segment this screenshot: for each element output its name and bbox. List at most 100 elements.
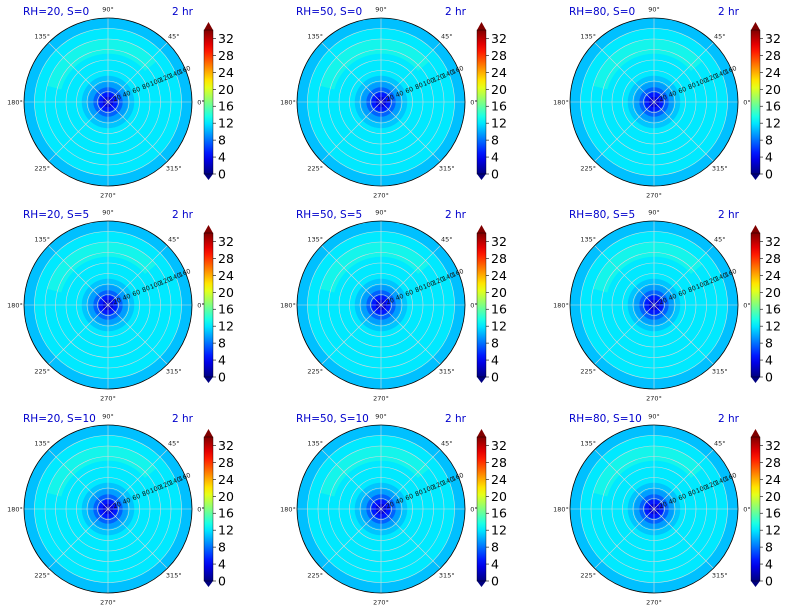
polar-panel: 0°45°90°135°180°225°270°315°20 40 60 801001…: [7, 413, 205, 607]
colorbar-tick-label: 8: [765, 133, 773, 148]
colorbar-tick-label: 24: [491, 65, 507, 80]
colorbar-tick-label: 20: [218, 82, 234, 97]
colorbar-tick-label: 4: [491, 557, 499, 572]
colorbar-tick-label: 32: [218, 31, 234, 46]
grid-spoke: [321, 449, 382, 510]
colorbar-tick-label: 32: [218, 438, 234, 453]
grid-spoke: [321, 508, 382, 569]
angle-tick-label: 45°: [168, 33, 180, 41]
colorbar-tick-label: 0: [491, 370, 499, 385]
colorbar-extend-max: [204, 225, 213, 233]
angle-tick-label: 315°: [439, 367, 455, 375]
angle-tick-label: 180°: [280, 302, 296, 310]
angle-tick-label: 270°: [373, 599, 389, 607]
colorbar-extend-max: [751, 429, 760, 437]
radial-tick-label: 100: [149, 484, 163, 495]
grid-spoke: [594, 449, 655, 510]
grid-spoke: [380, 304, 441, 365]
radial-tick-label: 100: [695, 77, 709, 88]
angle-tick-label: 45°: [714, 33, 726, 41]
radial-tick-label: 100: [149, 77, 163, 88]
grid-spoke: [48, 508, 109, 569]
polar-panel: 0°45°90°135°180°225°270°315°20 40 60 801001…: [553, 413, 751, 607]
radial-tick-label: 140: [441, 272, 455, 283]
radial-tick-label: 40: [395, 90, 405, 100]
polar-frame: [23, 17, 193, 187]
colorbar-gradient: [751, 437, 760, 581]
radial-tick-label: 40: [122, 497, 132, 507]
colorbar-tick-label: 28: [491, 251, 507, 266]
colorbar: 0 4 8 12 16 20 24 28 32: [476, 429, 507, 589]
grid-spoke: [107, 42, 168, 103]
field-streak: [47, 242, 157, 293]
angle-tick-label: 45°: [441, 440, 453, 448]
angle-tick-label: 0°: [743, 506, 750, 514]
radial-tick-label: 80: [414, 285, 424, 295]
grid-spoke: [653, 245, 714, 306]
angle-tick-label: 315°: [712, 571, 728, 579]
colorbar-tick-label: 24: [765, 268, 781, 283]
colorbar-extend-max: [751, 225, 760, 233]
radial-tick-label: 80: [687, 82, 697, 92]
angle-tick-label: 135°: [580, 440, 596, 448]
radial-tick-label: 60: [677, 86, 687, 96]
grid-spoke: [653, 101, 714, 162]
colorbar-tick-label: 4: [218, 150, 226, 165]
colorbar-tick-label: 20: [218, 285, 234, 300]
angle-tick-label: 135°: [34, 33, 50, 41]
grid-spoke: [48, 304, 109, 365]
colorbar-extend-max: [477, 429, 486, 437]
angle-tick-label: 135°: [34, 236, 50, 244]
polar-frame: [23, 220, 193, 390]
grid-spoke: [380, 42, 441, 103]
colorbar-tick-label: 20: [491, 285, 507, 300]
radial-tick-label: 140: [168, 69, 182, 80]
colorbar-frame: [203, 232, 214, 378]
angle-tick-label: 315°: [439, 164, 455, 172]
radial-tick-label: 40: [668, 497, 678, 507]
panel-time-label: 2 hr: [445, 209, 467, 221]
radial-tick-label: 60: [404, 493, 414, 503]
angle-tick-label: 90°: [375, 413, 387, 421]
radial-tick-label: 20: [658, 501, 668, 511]
panel-title: RH=20, S=0: [23, 6, 89, 18]
colorbar-tick-label: 12: [765, 116, 781, 131]
polar-panel: 0°45°90°135°180°225°270°315°20 40 60 801001…: [280, 6, 478, 200]
panel-title: RH=20, S=5: [23, 209, 89, 221]
radial-tick-label: 120: [432, 480, 446, 491]
radial-tick-label: 40: [395, 293, 405, 303]
colorbar-tick-label: 24: [765, 472, 781, 487]
panel-time-label: 2 hr: [718, 209, 740, 221]
angle-tick-label: 0°: [197, 302, 204, 310]
angle-tick-label: 135°: [307, 33, 323, 41]
colorbar-tick-label: 24: [218, 268, 234, 283]
polar-frame: [296, 220, 466, 390]
grid-spoke: [380, 449, 441, 510]
colorbar-extend-min: [204, 174, 213, 180]
angle-tick-label: 180°: [7, 506, 23, 514]
colorbar-tick-label: 0: [218, 574, 226, 589]
field-streak: [593, 241, 703, 293]
panel-time-label: 2 hr: [445, 6, 467, 18]
panel-title: RH=20, S=10: [23, 413, 96, 425]
colorbar-tick-label: 20: [765, 82, 781, 97]
colorbar-extend-min: [204, 377, 213, 383]
polar-panel: 0°45°90°135°180°225°270°315°20 40 60 801001…: [553, 209, 751, 403]
colorbar-tick-label: 32: [491, 234, 507, 249]
colorbar-extend-max: [751, 22, 760, 30]
colorbar-tick-label: 12: [765, 523, 781, 538]
angle-tick-label: 180°: [7, 302, 23, 310]
radial-tick-label: 20: [385, 501, 395, 511]
angle-tick-label: 270°: [373, 395, 389, 403]
radial-tick-label: 20: [112, 94, 122, 104]
radial-tick-label: 80: [687, 285, 697, 295]
polar-panel: 0°45°90°135°180°225°270°315°20 40 60 801001…: [280, 413, 478, 607]
colorbar-tick-label: 0: [491, 167, 499, 182]
colorbar-gradient: [477, 30, 486, 174]
radial-tick-label: 100: [422, 280, 436, 291]
polar-panel: 0°45°90°135°180°225°270°315°20 40 60 801001…: [280, 209, 478, 403]
angle-tick-label: 45°: [441, 33, 453, 41]
colorbar-tick-label: 16: [765, 99, 781, 114]
colorbar: 0 4 8 12 16 20 24 28 32: [203, 22, 234, 182]
colorbar-tick-label: 0: [491, 574, 499, 589]
